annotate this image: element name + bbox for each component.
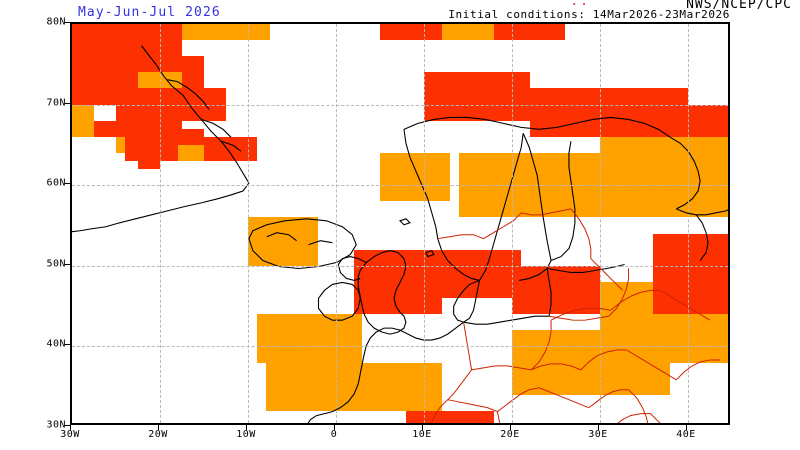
map-plot-area (70, 22, 730, 425)
y-axis-tick (65, 183, 70, 185)
y-axis-tick (65, 22, 70, 23)
probability-cell (72, 40, 182, 57)
y-axis-tick (65, 425, 70, 426)
x-axis-label: 20E (500, 429, 520, 440)
probability-cell (688, 104, 728, 137)
agency-red-fragment: .. (570, 0, 590, 9)
probability-cell (256, 314, 363, 363)
gridline-horizontal (72, 104, 728, 106)
x-axis-tick (246, 425, 247, 430)
y-axis-tick (65, 102, 70, 104)
coastline-and-border-overlay (72, 45, 728, 423)
gridline-vertical (160, 24, 161, 423)
probability-cell (380, 152, 451, 202)
x-axis-label: 40E (676, 429, 696, 440)
x-axis-label: 30W (60, 429, 80, 440)
probability-cell (265, 362, 442, 411)
x-axis-label: 10E (412, 429, 432, 440)
x-axis-tick (598, 425, 599, 430)
probability-cell (424, 72, 530, 121)
probability-cell (441, 24, 495, 41)
y-axis-label: 50N (46, 258, 66, 270)
agency-label: NWS/NCEP/CPC (686, 0, 792, 12)
probability-cell (380, 24, 442, 41)
initial-conditions-label: Initial conditions: 14Mar2026-23Mar2026 (448, 8, 730, 21)
gridline-vertical (512, 24, 513, 423)
y-axis-label: 70N (46, 97, 66, 109)
x-axis-tick (510, 425, 511, 430)
probability-cell (72, 56, 204, 73)
probability-cell (72, 24, 182, 41)
x-axis-label: 20W (148, 429, 168, 440)
x-axis-label: 0 (330, 429, 338, 440)
probability-cell (512, 265, 600, 315)
y-axis-label: 60N (46, 177, 66, 189)
probability-cell (406, 410, 495, 423)
x-axis-tick (686, 425, 687, 430)
x-axis-tick (158, 425, 159, 430)
gridline-vertical (336, 24, 337, 423)
y-axis-tick (65, 344, 70, 346)
probability-cell (72, 88, 226, 105)
y-axis-label: 80N (46, 16, 66, 28)
x-axis-tick (334, 425, 335, 430)
x-axis-tick (422, 425, 423, 430)
season-label: May-Jun-Jul 2026 (78, 5, 221, 20)
probability-cell (652, 233, 728, 315)
probability-cell (72, 104, 94, 137)
probability-cell (529, 88, 688, 137)
probability-cell (494, 24, 565, 41)
probability-cell (177, 144, 204, 161)
x-axis-label: 30E (588, 429, 608, 440)
gridline-horizontal (72, 185, 728, 187)
y-axis-label: 30N (46, 419, 66, 431)
probability-grid (72, 24, 728, 423)
probability-cell (600, 136, 728, 218)
gridline-vertical (600, 24, 601, 423)
x-axis-label: 10W (236, 429, 256, 440)
probability-cell (415, 249, 521, 299)
x-axis-tick (70, 425, 71, 430)
y-axis-tick (65, 263, 70, 265)
gridline-horizontal (72, 346, 728, 348)
coastlines (72, 45, 728, 423)
gridline-horizontal (72, 265, 728, 267)
gridline-vertical (424, 24, 425, 423)
gridline-vertical (688, 24, 689, 423)
country-borders (431, 208, 721, 423)
gridline-vertical (248, 24, 249, 423)
y-axis-label: 40N (46, 338, 66, 350)
